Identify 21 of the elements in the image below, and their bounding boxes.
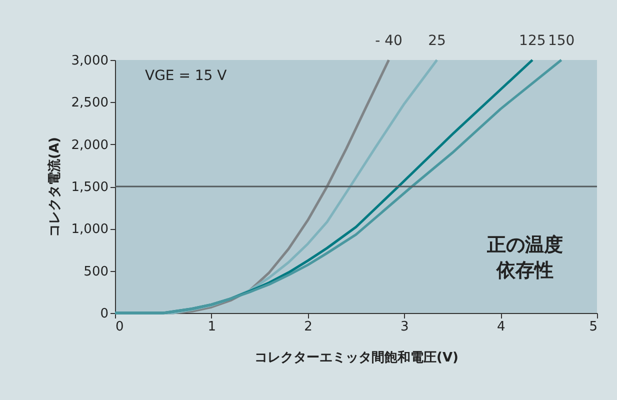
x-tick-label: 2 — [304, 320, 312, 334]
x-tick-label: 1 — [208, 320, 216, 334]
x-axis-title: コレクターエミッタ間飽和電圧(V) — [254, 350, 458, 366]
annotation: 正の温度依存性 — [486, 234, 563, 282]
annotation: VGE = 15 V — [145, 68, 228, 84]
y-tick-label: 0 — [100, 306, 108, 322]
x-tick-label: 5 — [589, 320, 598, 334]
series-label: 125 — [519, 33, 546, 49]
series-label: - 40 — [375, 33, 402, 49]
y-tick-label: 1,500 — [71, 180, 108, 195]
x-tick-label: 0 — [116, 320, 124, 334]
y-tick-label: 2,000 — [71, 138, 108, 153]
series-label: 150 — [548, 33, 575, 49]
y-tick-label: 500 — [84, 264, 108, 280]
y-axis-title: コレクタ電流(A) — [46, 137, 62, 237]
x-tick-label: 4 — [496, 320, 506, 334]
x-tick-label: 3 — [400, 320, 409, 334]
y-tick-label: 1,000 — [71, 222, 108, 238]
y-tick-label: 2,500 — [71, 96, 108, 111]
y-tick-label: 3,000 — [71, 54, 108, 68]
series-label: 25 — [428, 33, 446, 49]
